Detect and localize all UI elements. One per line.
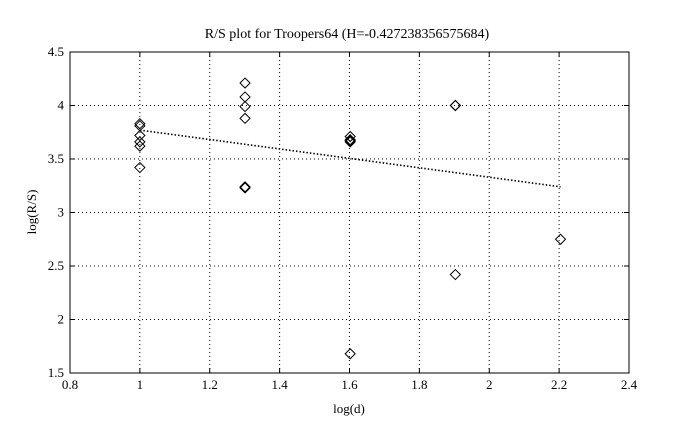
data-point-diamond — [239, 181, 251, 193]
data-point-diamond — [344, 135, 356, 147]
data-point-diamond — [134, 129, 146, 142]
x-tick-label: 1.8 — [411, 377, 427, 392]
y-tick-label: 2.5 — [48, 258, 64, 273]
y-tick-label: 2 — [58, 312, 65, 327]
x-axis-ticks: 0.8 1 1.2 1.4 1.6 1.8 2 2.2 2.4 — [62, 52, 638, 392]
x-tick-label: 1.6 — [341, 377, 358, 392]
y-tick-label: 4.5 — [48, 44, 64, 59]
y-axis-ticks: 1.5 2 2.5 3 3.5 4 4.5 — [48, 44, 629, 380]
data-point-diamond — [344, 130, 356, 143]
data-point-diamond — [344, 348, 356, 360]
data-point-diamond — [134, 117, 146, 130]
data-point-diamond — [344, 136, 356, 148]
data-point-diamond — [134, 136, 146, 148]
x-tick-label: 1.2 — [202, 377, 218, 392]
data-point-diamond — [239, 182, 251, 194]
x-tick-label: 2.2 — [551, 377, 567, 392]
x-tick-label: 1 — [137, 377, 144, 392]
x-axis-label: log(d) — [333, 401, 365, 416]
data-point-diamond — [449, 268, 462, 281]
data-points — [134, 77, 567, 360]
y-tick-label: 1.5 — [48, 365, 64, 380]
fit-line — [139, 129, 561, 188]
data-point-diamond — [239, 77, 251, 89]
data-point-diamond — [239, 112, 251, 125]
x-tick-label: 2 — [486, 377, 493, 392]
fit-line-layer — [139, 129, 561, 188]
y-tick-label: 3.5 — [48, 151, 64, 166]
y-axis-label: log(R/S) — [24, 190, 39, 235]
data-point-diamond — [239, 100, 251, 113]
y-tick-label: 3 — [58, 205, 65, 220]
data-point-diamond — [554, 233, 567, 245]
data-point-diamond — [134, 161, 146, 174]
y-tick-label: 4 — [58, 98, 65, 113]
data-point-diamond — [239, 91, 251, 103]
grid-lines — [70, 52, 629, 373]
chart-title: R/S plot for Troopers64 (H=-0.4272383565… — [205, 27, 490, 42]
x-tick-label: 2.4 — [621, 377, 638, 392]
data-point-diamond — [134, 140, 146, 152]
x-tick-label: 1.4 — [272, 377, 289, 392]
x-tick-label: 0.8 — [62, 377, 78, 392]
data-point-diamond — [344, 134, 356, 146]
data-point-diamond — [449, 99, 462, 112]
